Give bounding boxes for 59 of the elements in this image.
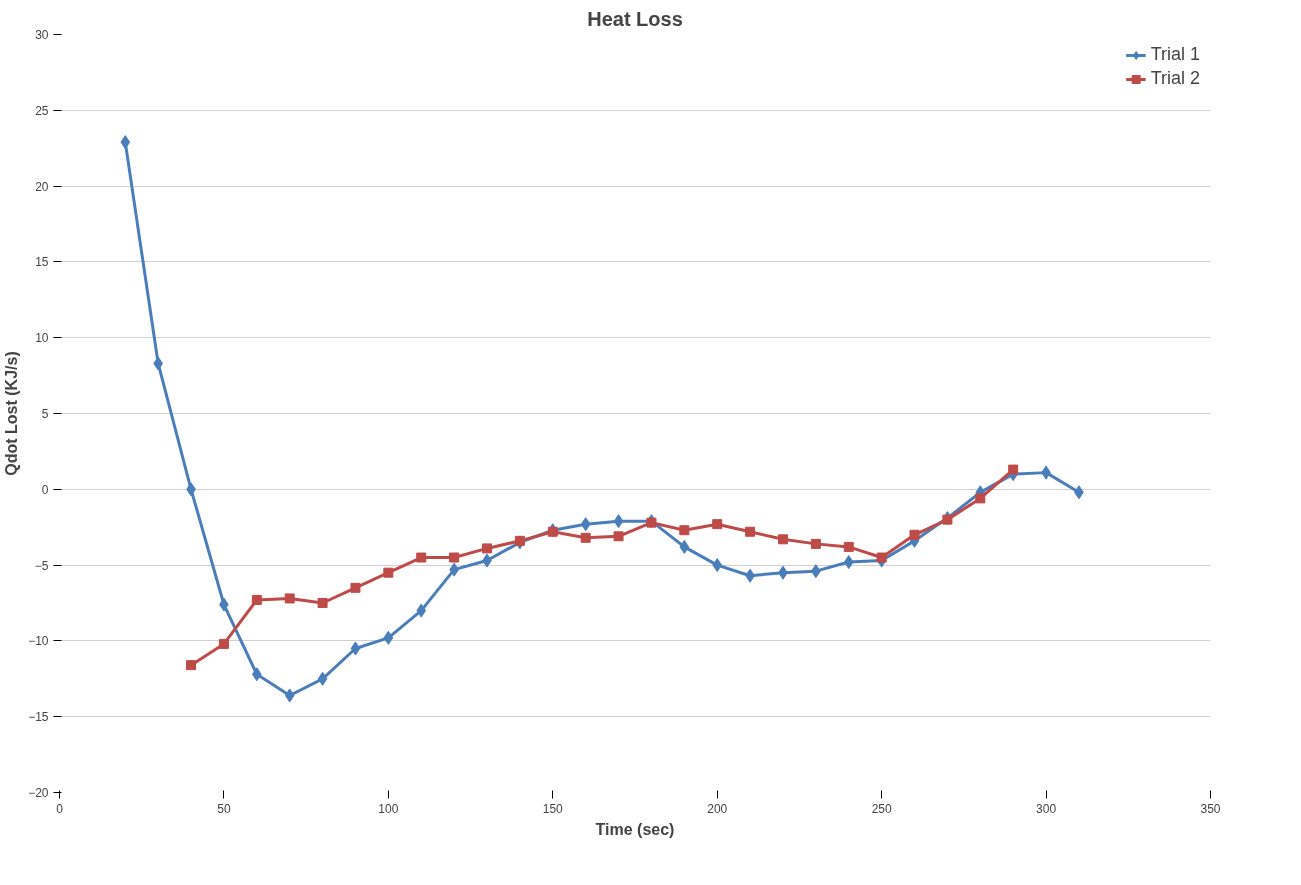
point xyxy=(712,558,723,573)
x-tick-label: 200 xyxy=(707,801,728,816)
x-tick-label: 150 xyxy=(542,801,564,816)
y-tick-label: 10 xyxy=(35,331,49,346)
point xyxy=(580,532,591,543)
point xyxy=(810,538,821,549)
point xyxy=(383,630,394,645)
point xyxy=(482,543,493,554)
y-tick-label: 30 xyxy=(35,28,49,42)
point xyxy=(745,526,756,537)
point xyxy=(317,598,328,608)
y-tick-label: −15 xyxy=(28,710,49,725)
y-tick-label: 15 xyxy=(35,255,49,270)
y-tick-label: −10 xyxy=(28,634,49,649)
point xyxy=(712,519,723,530)
x-tick-label: 350 xyxy=(1200,801,1221,816)
point xyxy=(613,514,624,529)
point xyxy=(580,517,591,532)
x-tick-label: 250 xyxy=(871,801,892,816)
x-axis-title: Time (sec) xyxy=(595,820,675,838)
point xyxy=(843,541,854,552)
point xyxy=(843,555,854,570)
y-tick-label: 20 xyxy=(35,179,49,194)
legend-label: Trial 1 xyxy=(1150,44,1200,65)
point xyxy=(416,552,427,563)
point xyxy=(218,638,229,649)
x-tick-label: 100 xyxy=(378,801,399,816)
y-tick-label: −5 xyxy=(34,558,49,573)
point xyxy=(909,529,920,540)
point xyxy=(383,567,394,578)
point xyxy=(120,135,131,150)
point xyxy=(317,671,328,686)
point xyxy=(416,603,427,618)
y-tick-label: 0 xyxy=(41,482,49,497)
y-tick-label: 5 xyxy=(41,407,49,421)
x-tick-label: 50 xyxy=(217,801,231,816)
legend-label: Trial 2 xyxy=(1150,68,1200,89)
point xyxy=(679,539,690,554)
point xyxy=(514,535,525,546)
x-tick-label: 300 xyxy=(1036,801,1057,816)
y-tick-label: −20 xyxy=(28,786,49,800)
point xyxy=(777,534,788,545)
point xyxy=(186,660,197,671)
point xyxy=(876,552,887,563)
point xyxy=(1008,464,1019,475)
point xyxy=(350,582,361,593)
point xyxy=(284,688,295,703)
point xyxy=(679,525,690,536)
point xyxy=(251,667,262,682)
point xyxy=(449,552,460,563)
point xyxy=(350,641,361,656)
point xyxy=(284,593,295,604)
point xyxy=(613,531,624,542)
y-tick-label: 25 xyxy=(35,103,49,118)
y-axis-title: Qdot Lost (KJ/s) xyxy=(3,351,21,476)
point xyxy=(975,493,986,504)
chart-title: Heat Loss xyxy=(587,7,683,30)
point xyxy=(251,594,262,605)
x-tick-label: 0 xyxy=(56,801,64,816)
